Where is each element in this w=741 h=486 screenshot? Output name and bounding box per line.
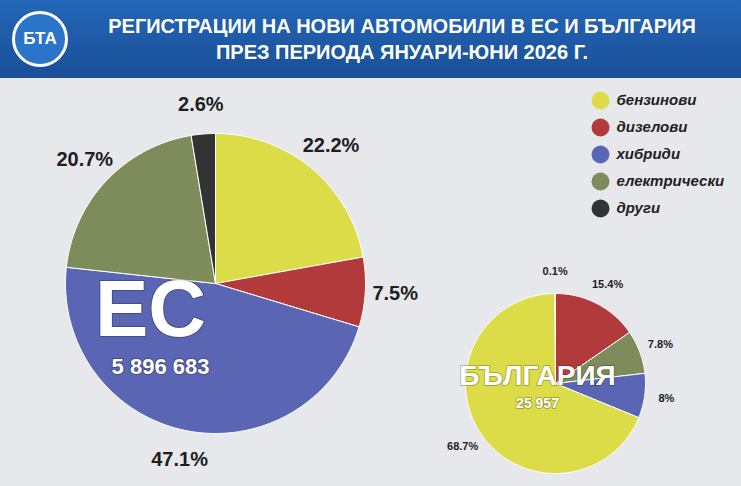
svg-text:2.6%: 2.6% [178, 92, 224, 114]
svg-text:дизелови: дизелови [617, 118, 688, 135]
svg-text:15.4%: 15.4% [592, 278, 623, 290]
svg-text:47.1%: 47.1% [151, 448, 208, 470]
svg-text:5 896 683: 5 896 683 [112, 354, 210, 379]
svg-text:хибриди: хибриди [616, 145, 681, 162]
svg-text:25 957: 25 957 [516, 395, 559, 411]
svg-text:8%: 8% [658, 392, 674, 404]
html-text:БТА: БТА [23, 29, 57, 48]
svg-text:0.1%: 0.1% [543, 265, 568, 277]
html-text:РЕГИСТРАЦИИ НА НОВИ АВТОМОБИЛИ: РЕГИСТРАЦИИ НА НОВИ АВТОМОБИЛИ В ЕС И БЪ… [108, 15, 696, 63]
svg-text:68.7%: 68.7% [447, 440, 478, 452]
svg-text:БЪЛГАРИЯ: БЪЛГАРИЯ [459, 360, 615, 391]
svg-text:ЕС: ЕС [95, 264, 206, 353]
svg-text:други: други [617, 199, 661, 216]
svg-text:7.5%: 7.5% [372, 282, 418, 304]
svg-text:7.8%: 7.8% [648, 338, 673, 350]
svg-text:електрически: електрически [617, 172, 725, 189]
svg-text:бензинови: бензинови [617, 91, 697, 108]
svg-text:20.7%: 20.7% [56, 148, 113, 170]
svg-text:22.2%: 22.2% [303, 134, 360, 156]
